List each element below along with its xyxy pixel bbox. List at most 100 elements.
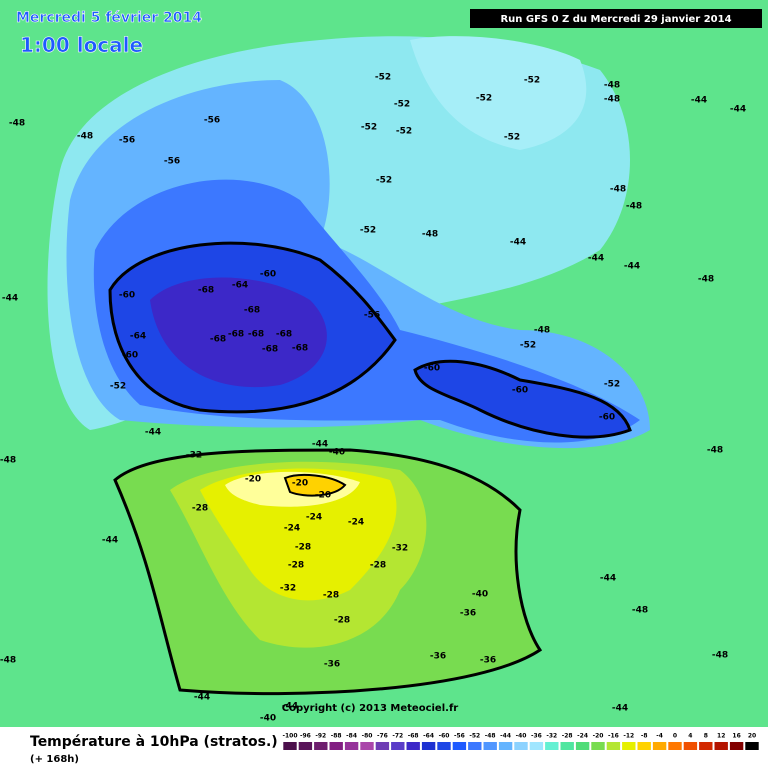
contour-label: -48 (604, 81, 620, 91)
scale-label: -12 (623, 733, 634, 740)
contour-label: -24 (348, 518, 364, 528)
color-scale: -100 -96 -92 -88 -84 -80 -76 -72 -68 -64 -60 -56 -52… (282, 733, 759, 750)
contour-label: -44 (624, 262, 640, 272)
contour-label: -60 (512, 386, 528, 396)
contour-label: -20 (315, 491, 331, 501)
contour-label: -48 (9, 119, 25, 129)
scale-label: -40 (516, 733, 527, 740)
contour-label: -48 (610, 185, 626, 195)
contour-label: -52 (361, 123, 377, 133)
scale-label: -68 (408, 733, 419, 740)
contour-label: -20 (292, 479, 308, 489)
contour-label: -48 (698, 275, 714, 285)
contour-label: -52 (396, 127, 412, 137)
scale-label: -72 (392, 733, 403, 740)
scale-label: -48 (485, 733, 496, 740)
contour-label: -48 (707, 446, 723, 456)
contour-label: -52 (376, 176, 392, 186)
contour-label: -60 (260, 270, 276, 280)
scale-swatch (375, 742, 390, 750)
contour-label: -44 (145, 428, 161, 438)
scale-label: -60 (439, 733, 450, 740)
scale-swatch (329, 742, 343, 750)
scale-swatch (298, 742, 313, 750)
contour-label: -40 (260, 714, 276, 724)
contour-label: -32 (280, 584, 296, 594)
contour-label: -24 (284, 524, 300, 534)
scale-label: -92 (315, 733, 326, 740)
contour-label: -44 (2, 294, 18, 304)
copyright: Copyright (c) 2013 Meteociel.fr (282, 703, 459, 714)
scale-label: -36 (531, 733, 542, 740)
scale-swatch (545, 742, 559, 750)
scale-label: 16 (732, 733, 740, 740)
scale-label: 20 (748, 733, 756, 740)
contour-label: -44 (312, 440, 328, 450)
contour-label: -52 (110, 382, 126, 392)
contour-label: -44 (282, 702, 298, 712)
contour-label: -68 (210, 335, 226, 345)
scale-swatch (683, 742, 698, 750)
scale-swatch (560, 742, 574, 750)
scale-swatch (652, 742, 667, 750)
contour-label: -48 (0, 456, 16, 466)
scale-swatch (591, 742, 605, 750)
scale-label: -52 (469, 733, 480, 740)
contour-label: -68 (292, 344, 308, 354)
contour-label: -28 (288, 561, 304, 571)
contour-label: -44 (691, 96, 707, 106)
contour-label: -36 (430, 652, 446, 662)
contour-label: -64 (232, 281, 248, 291)
contour-labels: -48-48-56-56-56-52-52-52-52-52-52-52-48-… (0, 73, 746, 724)
scale-swatch (529, 742, 544, 750)
contour-label: -36 (324, 660, 340, 670)
scale-label: -4 (656, 733, 663, 740)
contour-label: -68 (198, 286, 214, 296)
contour-label: -60 (119, 291, 135, 301)
warm-core (283, 473, 347, 497)
scale-swatch (437, 742, 451, 750)
contour-label: -52 (504, 133, 520, 143)
scale-label: -44 (500, 733, 511, 740)
contour-label: -48 (77, 132, 93, 142)
contour-label: -44 (600, 574, 616, 584)
contour-label: -32 (392, 544, 408, 554)
map-time: 1:00 locale (20, 33, 143, 57)
contour-label: -32 (186, 451, 202, 461)
contour-label: -48 (604, 95, 620, 105)
scale-swatch (314, 742, 328, 750)
cold-core (150, 277, 327, 388)
contour-label: -44 (102, 536, 118, 546)
scale-label: -32 (546, 733, 557, 740)
contour-label: -28 (192, 504, 208, 514)
scale-swatch (421, 742, 436, 750)
scale-label: -24 (577, 733, 588, 740)
scale-swatch (745, 742, 759, 750)
scale-swatch (344, 742, 359, 750)
contour-label: -48 (712, 651, 728, 661)
contour-label: -40 (329, 448, 345, 458)
contour-label: -48 (0, 656, 16, 666)
contour-label: -68 (228, 330, 244, 340)
scale-swatch (483, 742, 497, 750)
contour-label: -68 (262, 345, 278, 355)
run-info: Run GFS 0 Z du Mercredi 29 janvier 2014 (500, 14, 731, 25)
scale-swatch (622, 742, 636, 750)
scale-label: -28 (562, 733, 573, 740)
contour-label: -44 (588, 254, 604, 264)
contour-label: -48 (626, 202, 642, 212)
contour-label: -28 (323, 591, 339, 601)
contour-label: -24 (306, 513, 322, 523)
contour-label: -28 (370, 561, 386, 571)
contour-label: -56 (364, 311, 380, 321)
legend-title: Température à 10hPa (stratos.) (30, 734, 278, 750)
scale-swatch (514, 742, 528, 750)
scale-swatch (668, 742, 682, 750)
scale-swatch (452, 742, 467, 750)
scale-swatch (699, 742, 713, 750)
contour-label: -44 (510, 238, 526, 248)
contour-label: -52 (375, 73, 391, 83)
scale-label: -20 (593, 733, 604, 740)
